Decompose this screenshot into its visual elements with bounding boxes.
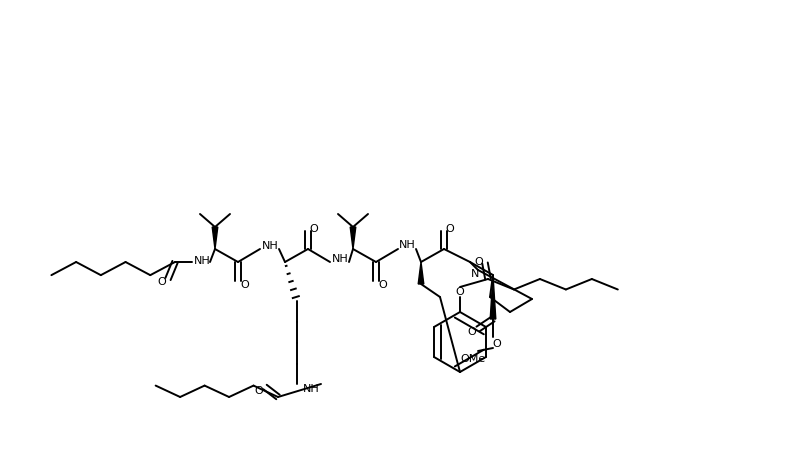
Text: O: O	[158, 277, 167, 287]
Text: NH: NH	[398, 239, 415, 249]
Text: O: O	[475, 257, 483, 267]
Polygon shape	[350, 228, 356, 249]
Text: O: O	[493, 338, 502, 348]
Text: OMe: OMe	[460, 353, 485, 363]
Polygon shape	[213, 228, 218, 249]
Polygon shape	[419, 262, 423, 284]
Text: NH: NH	[303, 383, 320, 393]
Text: O: O	[241, 279, 250, 289]
Text: O: O	[456, 287, 464, 297]
Text: O: O	[468, 327, 477, 336]
Text: O: O	[446, 224, 454, 234]
Text: O: O	[254, 385, 263, 395]
Text: O: O	[378, 279, 387, 289]
Text: NH: NH	[194, 256, 210, 266]
Text: NH: NH	[262, 240, 279, 250]
Text: NH: NH	[332, 253, 349, 263]
Polygon shape	[490, 276, 496, 319]
Text: N: N	[471, 268, 479, 278]
Text: O: O	[310, 224, 318, 234]
